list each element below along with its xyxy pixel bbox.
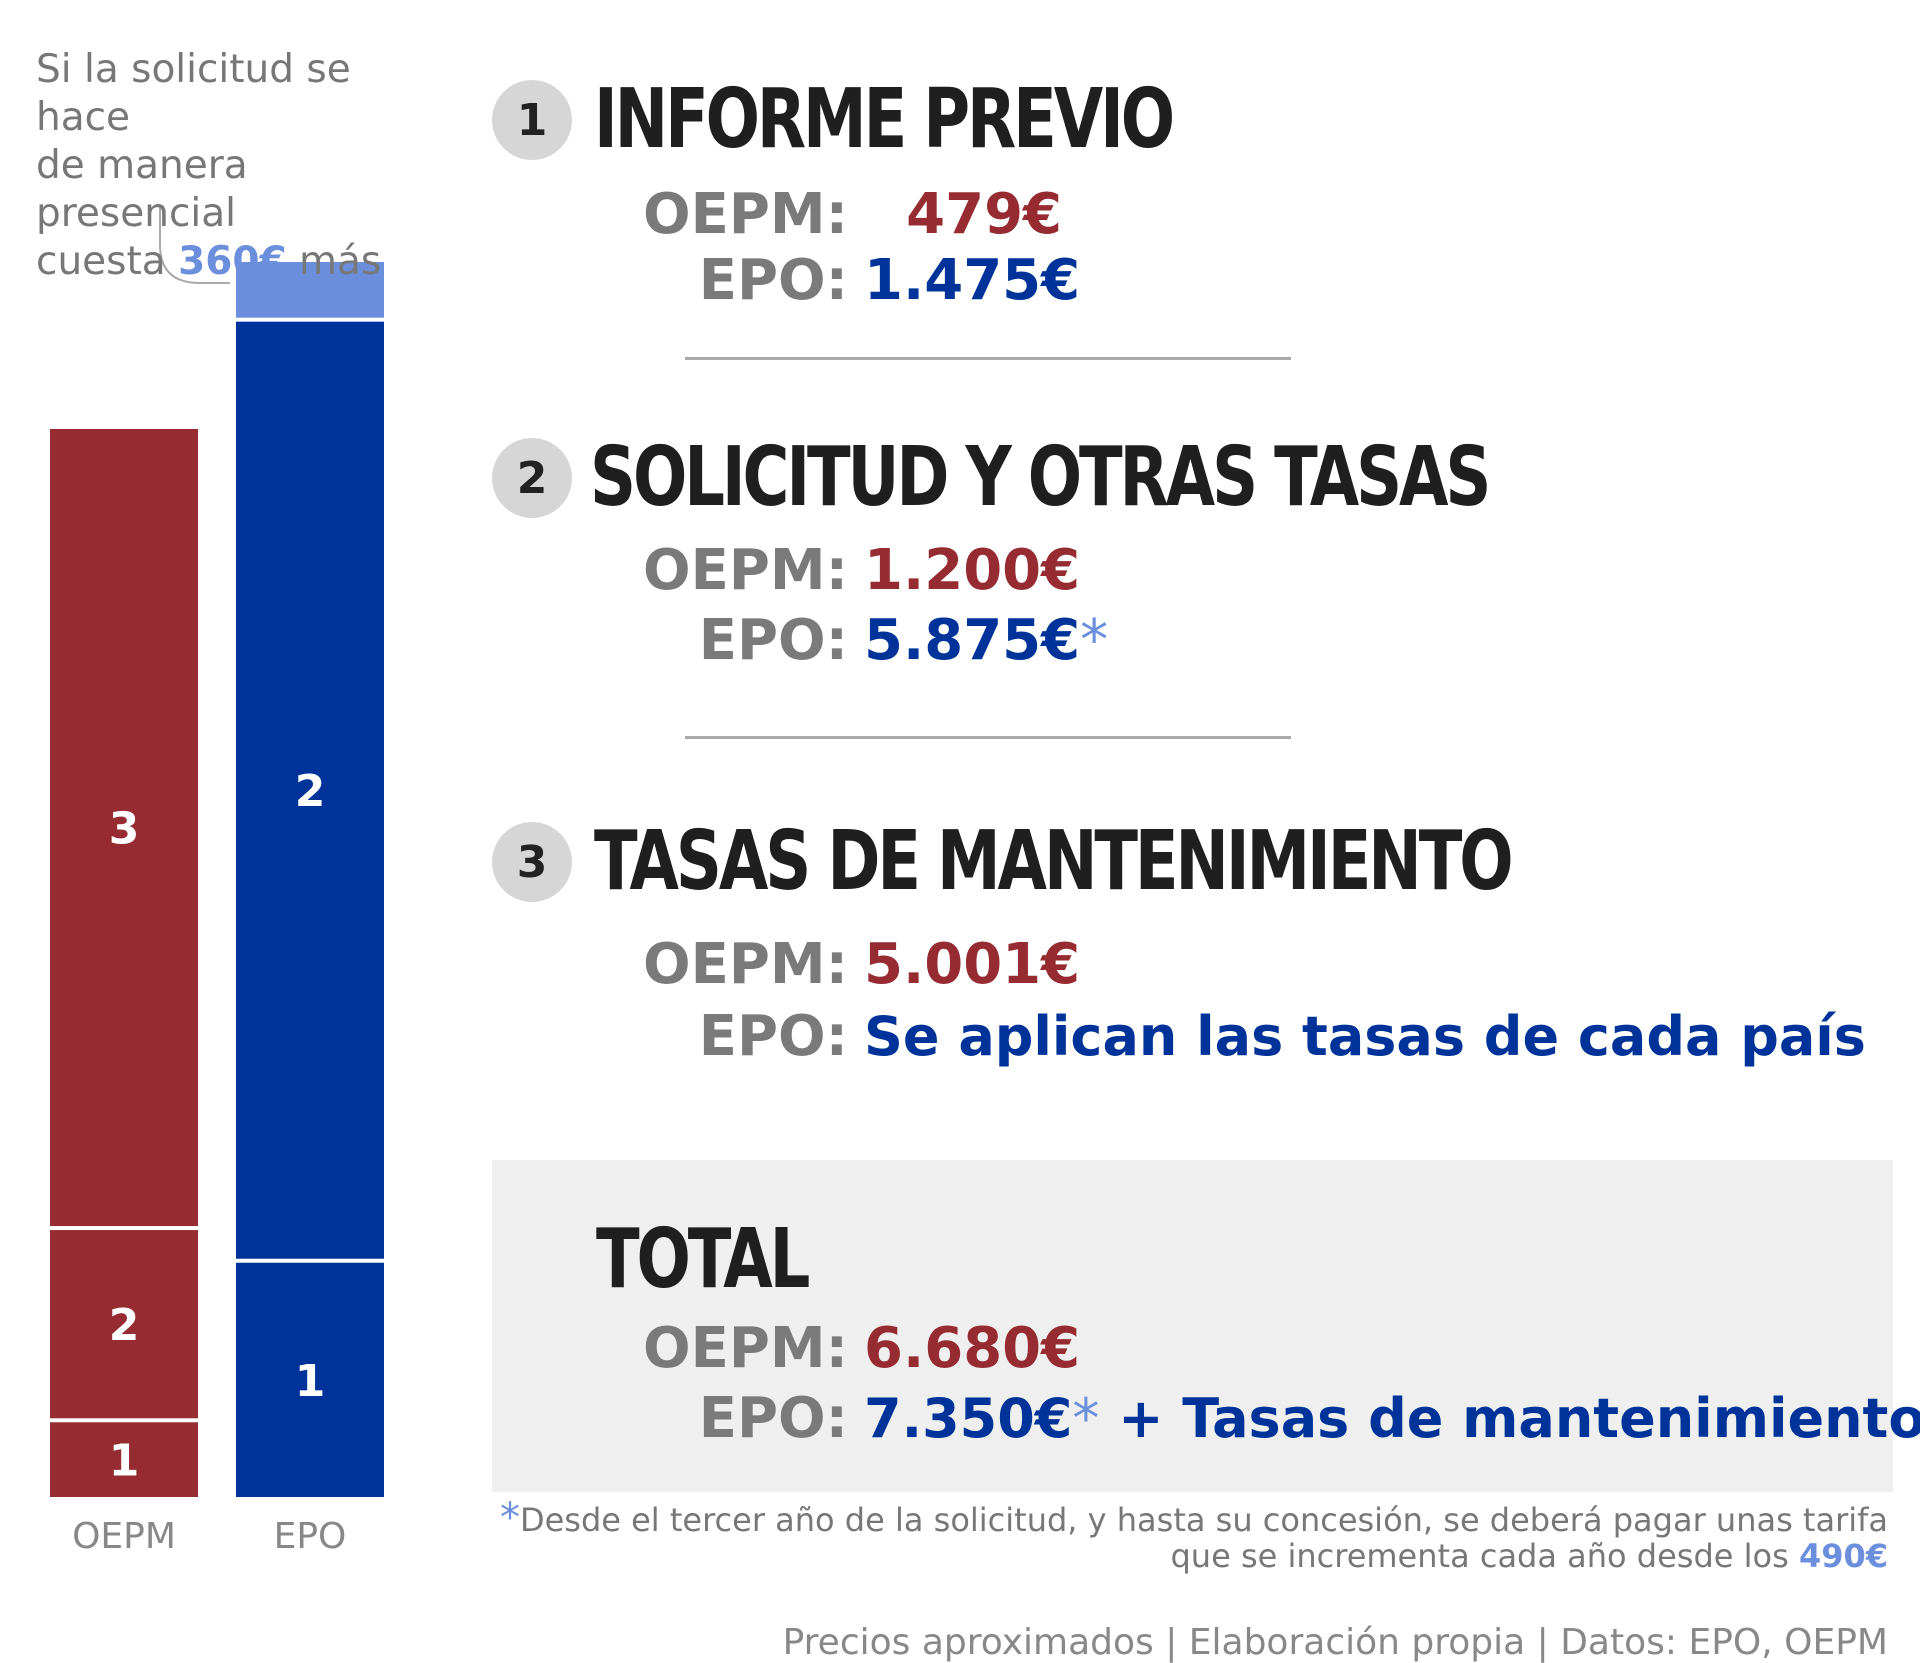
epo-label: EPO: — [699, 1386, 848, 1452]
total-epo-value: 7.350€ — [864, 1387, 1072, 1450]
section-divider — [685, 736, 1291, 739]
section-1-epo-value: 1.475€ — [864, 248, 1080, 314]
oepm-label: OEPM: — [643, 538, 848, 604]
section-3-badge: 3 — [492, 822, 572, 902]
asterisk-mark: * — [500, 1495, 520, 1541]
section-2-epo-value: 5.875€ — [864, 608, 1080, 673]
epo-label: EPO: — [699, 608, 848, 674]
section-1-oepm-value: 479€ — [862, 182, 1062, 248]
section-3-epo-value: Se aplican las tasas de cada país — [864, 1004, 1866, 1070]
asterisk-mark: * — [1072, 1387, 1099, 1450]
asterisk-mark: * — [1080, 608, 1108, 673]
section-3-oepm-value: 5.001€ — [864, 932, 1080, 998]
section-divider — [685, 357, 1291, 360]
section-2-title: SOLICITUD Y OTRAS TASAS — [590, 433, 1488, 523]
category-label-oepm: OEPM — [72, 1516, 176, 1557]
footnote: *Desde el tercer año de la solicitud, y … — [468, 1500, 1888, 1574]
section-1-badge: 1 — [492, 80, 572, 160]
total-oepm-value: 6.680€ — [864, 1316, 1080, 1382]
epo-label: EPO: — [699, 1004, 848, 1070]
category-label-epo: EPO — [274, 1516, 347, 1557]
section-3-title: TASAS DE MANTENIMIENTO — [594, 817, 1510, 907]
total-title: TOTAL — [596, 1215, 807, 1305]
note-line-1: Si la solicitud se hace — [36, 46, 456, 142]
section-2-oepm-value: 1.200€ — [864, 538, 1080, 604]
oepm-label: OEPM: — [643, 1316, 848, 1382]
footnote-line-2: que se incrementa cada año desde los 490… — [468, 1538, 1888, 1574]
segment-label-epo-2: 2 — [295, 766, 326, 817]
footnote-line-1: *Desde el tercer año de la solicitud, y … — [468, 1500, 1888, 1538]
oepm-label: OEPM: — [643, 932, 848, 998]
source-credit: Precios aproximados | Elaboración propia… — [783, 1622, 1888, 1663]
oepm-label: OEPM: — [643, 182, 848, 248]
epo-label: EPO: — [699, 248, 848, 314]
footnote-highlight: 490€ — [1799, 1537, 1888, 1575]
section-2-badge: 2 — [492, 438, 572, 518]
segment-label-oepm-3: 3 — [109, 804, 140, 855]
section-1-title: INFORME PREVIO — [594, 75, 1172, 165]
total-epo-extra: + Tasas de mantenimiento — [1099, 1387, 1920, 1450]
